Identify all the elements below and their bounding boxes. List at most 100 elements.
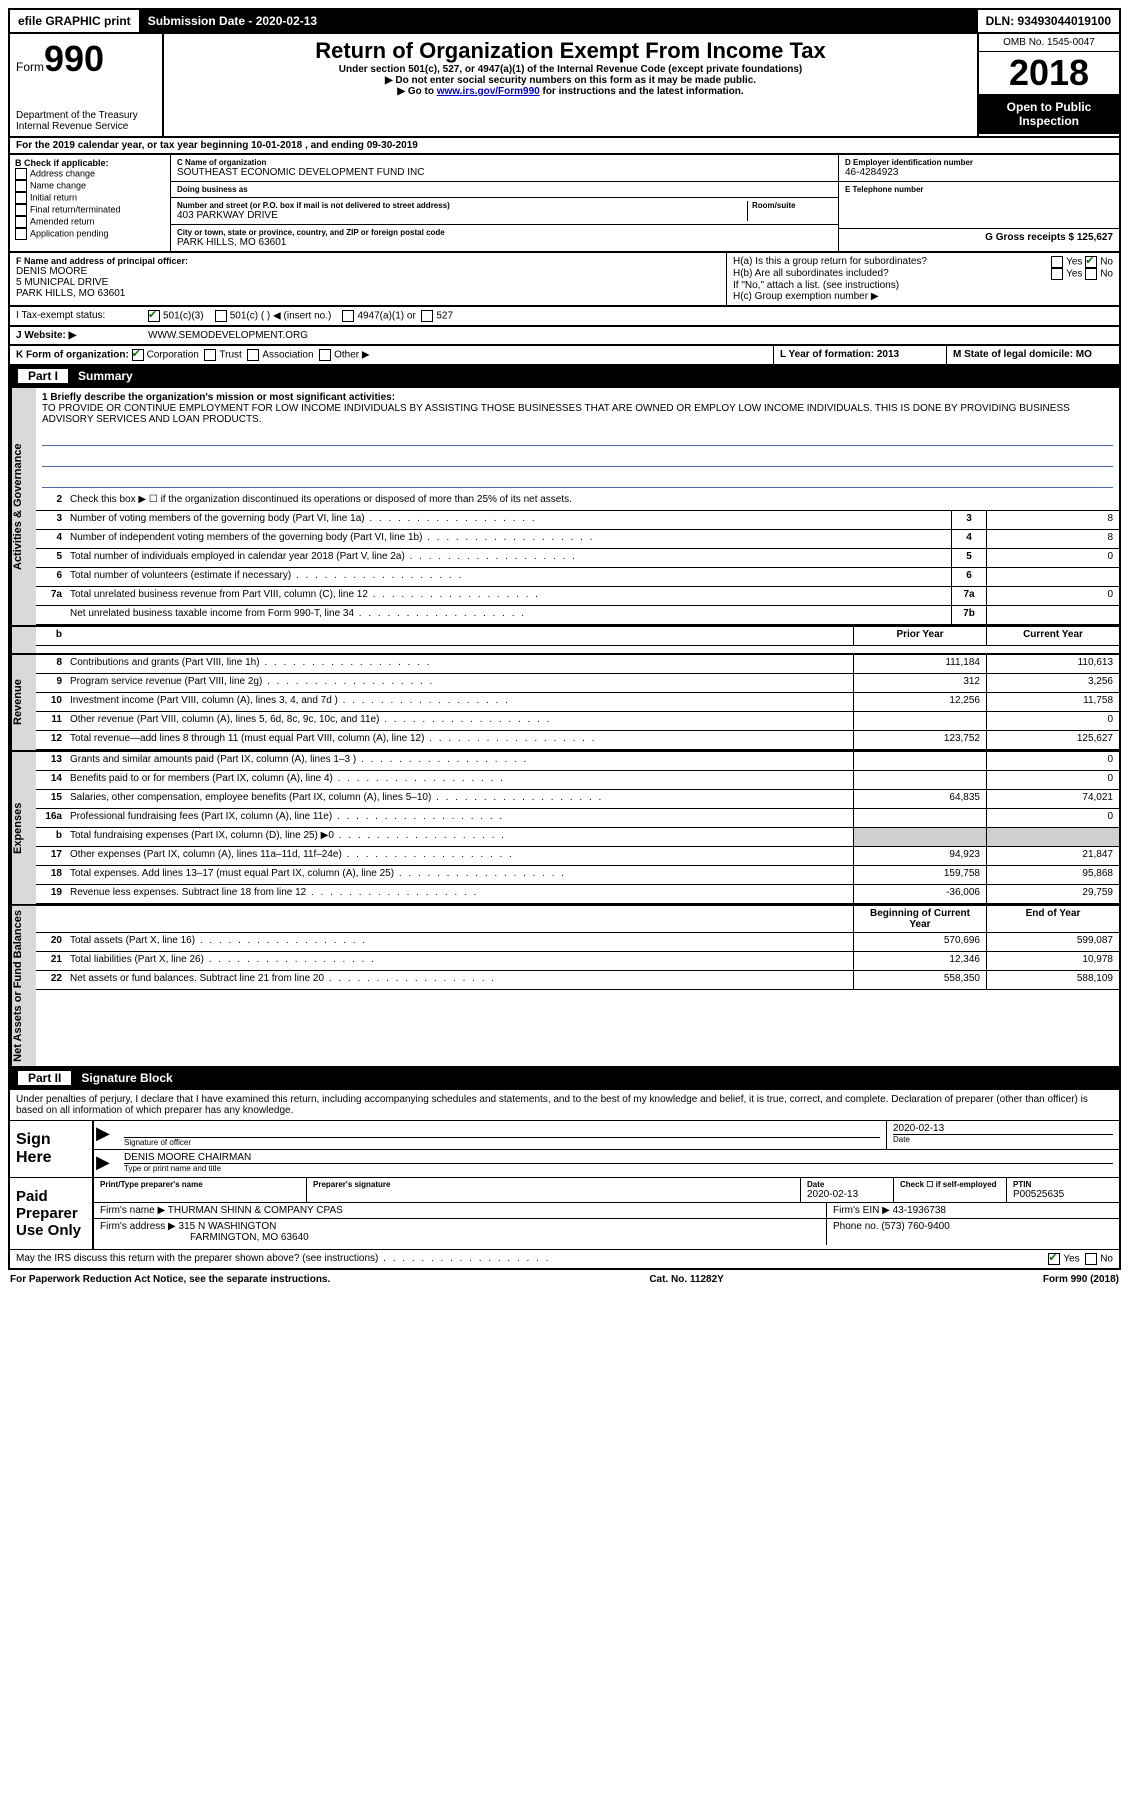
table-row: 14Benefits paid to or for members (Part … bbox=[36, 771, 1119, 790]
website-value: WWW.SEMODEVELOPMENT.ORG bbox=[142, 327, 1119, 344]
table-row: 5Total number of individuals employed in… bbox=[36, 549, 1119, 568]
opt-trust: Trust bbox=[219, 350, 241, 361]
form-header: Form990 Department of the TreasuryIntern… bbox=[8, 34, 1121, 138]
tax-year-row: For the 2019 calendar year, or tax year … bbox=[8, 138, 1121, 155]
cb-label: Initial return bbox=[30, 192, 77, 202]
submission-date: Submission Date - 2020-02-13 bbox=[140, 10, 978, 32]
checkbox-name-change[interactable] bbox=[15, 180, 27, 192]
dln-number: DLN: 93493044019100 bbox=[978, 10, 1119, 32]
section-c: C Name of organization SOUTHEAST ECONOMI… bbox=[171, 155, 839, 251]
dba-label: Doing business as bbox=[177, 185, 832, 194]
h-note: If "No," attach a list. (see instruction… bbox=[733, 280, 1113, 291]
table-row: bTotal fundraising expenses (Part IX, co… bbox=[36, 828, 1119, 847]
netassets-header-row: Net Assets or Fund Balances Beginning of… bbox=[8, 906, 1121, 1068]
checkbox-amended[interactable] bbox=[15, 216, 27, 228]
firm-addr-label: Firm's address ▶ bbox=[100, 1221, 176, 1232]
checkbox-address-change[interactable] bbox=[15, 168, 27, 180]
footer: For Paperwork Reduction Act Notice, see … bbox=[8, 1270, 1121, 1289]
section-de: D Employer identification number 46-4284… bbox=[839, 155, 1119, 251]
opt-other: Other ▶ bbox=[334, 350, 369, 361]
officer-name-title: DENIS MOORE CHAIRMAN bbox=[124, 1152, 1113, 1163]
table-row: 21Total liabilities (Part X, line 26)12,… bbox=[36, 952, 1119, 971]
checkbox-app-pending[interactable] bbox=[15, 228, 27, 240]
section-b: B Check if applicable: Address change Na… bbox=[10, 155, 171, 251]
table-row: 12Total revenue—add lines 8 through 11 (… bbox=[36, 731, 1119, 750]
table-row: 17Other expenses (Part IX, column (A), l… bbox=[36, 847, 1119, 866]
street-address: 403 PARKWAY DRIVE bbox=[177, 210, 747, 221]
cb-label: Final return/terminated bbox=[30, 204, 121, 214]
current-year-header: Current Year bbox=[986, 627, 1119, 645]
name-title-label: Type or print name and title bbox=[124, 1163, 1113, 1173]
l-year-formation: L Year of formation: 2013 bbox=[774, 346, 947, 364]
cb-label: Address change bbox=[30, 168, 95, 178]
table-row: 8Contributions and grants (Part VIII, li… bbox=[36, 655, 1119, 674]
dept-label: Department of the TreasuryInternal Reven… bbox=[16, 110, 156, 132]
table-row: 7aTotal unrelated business revenue from … bbox=[36, 587, 1119, 606]
ein-value: 46-4284923 bbox=[845, 167, 1113, 178]
gross-receipts: G Gross receipts $ 125,627 bbox=[985, 232, 1113, 243]
mission-text: TO PROVIDE OR CONTINUE EMPLOYMENT FOR LO… bbox=[42, 403, 1113, 425]
room-label: Room/suite bbox=[752, 201, 832, 210]
officer-name: DENIS MOORE bbox=[16, 266, 720, 277]
footer-left: For Paperwork Reduction Act Notice, see … bbox=[10, 1274, 330, 1285]
table-row: 16aProfessional fundraising fees (Part I… bbox=[36, 809, 1119, 828]
checkbox-initial-return[interactable] bbox=[15, 192, 27, 204]
org-name-label: C Name of organization bbox=[177, 158, 832, 167]
yes-label: Yes bbox=[1063, 1253, 1079, 1264]
checkbox-501c[interactable] bbox=[215, 310, 227, 322]
checkbox-corp[interactable] bbox=[132, 349, 144, 361]
opt-assoc: Association bbox=[262, 350, 313, 361]
table-row: Net unrelated business taxable income fr… bbox=[36, 606, 1119, 625]
checkbox-501c3[interactable] bbox=[148, 310, 160, 322]
efile-button[interactable]: efile GRAPHIC print bbox=[10, 10, 140, 32]
revenue-section: Revenue 8Contributions and grants (Part … bbox=[8, 655, 1121, 752]
checkbox-trust[interactable] bbox=[204, 349, 216, 361]
phone-label: Phone no. bbox=[833, 1221, 879, 1232]
no-label: No bbox=[1100, 269, 1113, 280]
form-subtitle: Under section 501(c), 527, or 4947(a)(1)… bbox=[170, 64, 971, 75]
inst2-pre: ▶ Go to bbox=[397, 86, 436, 97]
ptin-label: PTIN bbox=[1013, 1180, 1113, 1189]
date-label: Date bbox=[893, 1134, 1113, 1144]
section-fh: F Name and address of principal officer:… bbox=[8, 253, 1121, 307]
part1-num: Part I bbox=[18, 369, 68, 383]
checkbox-527[interactable] bbox=[421, 310, 433, 322]
tax-exempt-label: I Tax-exempt status: bbox=[10, 307, 142, 325]
mission-box: 1 Briefly describe the organization's mi… bbox=[36, 388, 1119, 492]
checkbox-other[interactable] bbox=[319, 349, 331, 361]
checkbox-discuss-no[interactable] bbox=[1085, 1253, 1097, 1265]
checkbox-final-return[interactable] bbox=[15, 204, 27, 216]
checkbox-ha-yes[interactable] bbox=[1051, 256, 1063, 268]
opt-4947: 4947(a)(1) or bbox=[357, 311, 415, 322]
end-year-header: End of Year bbox=[986, 906, 1119, 932]
discuss-question: May the IRS discuss this return with the… bbox=[16, 1253, 1048, 1265]
omb-number: OMB No. 1545-0047 bbox=[979, 34, 1119, 52]
expenses-section: Expenses 13Grants and similar amounts pa… bbox=[8, 752, 1121, 906]
firm-ein-label: Firm's EIN ▶ bbox=[833, 1205, 890, 1216]
prep-date: 2020-02-13 bbox=[807, 1189, 887, 1200]
checkbox-ha-no[interactable] bbox=[1085, 256, 1097, 268]
vtab-revenue: Revenue bbox=[10, 655, 36, 750]
vtab-spacer bbox=[10, 627, 36, 653]
arrow-icon: ▶ bbox=[94, 1150, 118, 1175]
irs-link[interactable]: www.irs.gov/Form990 bbox=[437, 86, 540, 97]
m-domicile: M State of legal domicile: MO bbox=[947, 346, 1119, 364]
yes-label: Yes bbox=[1066, 257, 1082, 268]
info-grid: B Check if applicable: Address change Na… bbox=[8, 155, 1121, 253]
checkbox-discuss-yes[interactable] bbox=[1048, 1253, 1060, 1265]
checkbox-hb-no[interactable] bbox=[1085, 268, 1097, 280]
org-name: SOUTHEAST ECONOMIC DEVELOPMENT FUND INC bbox=[177, 167, 832, 178]
h-c-label: H(c) Group exemption number ▶ bbox=[733, 291, 1113, 302]
checkbox-4947[interactable] bbox=[342, 310, 354, 322]
firm-phone: (573) 760-9400 bbox=[881, 1221, 949, 1232]
checkbox-assoc[interactable] bbox=[247, 349, 259, 361]
checkbox-hb-yes[interactable] bbox=[1051, 268, 1063, 280]
table-row: 19Revenue less expenses. Subtract line 1… bbox=[36, 885, 1119, 904]
sig-date: 2020-02-13 bbox=[893, 1123, 1113, 1134]
website-label: J Website: ▶ bbox=[10, 327, 142, 344]
h-a-label: H(a) Is this a group return for subordin… bbox=[733, 256, 927, 268]
section-b-title: B Check if applicable: bbox=[15, 158, 165, 168]
table-row: 6Total number of volunteers (estimate if… bbox=[36, 568, 1119, 587]
officer-addr2: PARK HILLS, MO 63601 bbox=[16, 288, 720, 299]
part1-header: Part I Summary bbox=[8, 366, 1121, 388]
